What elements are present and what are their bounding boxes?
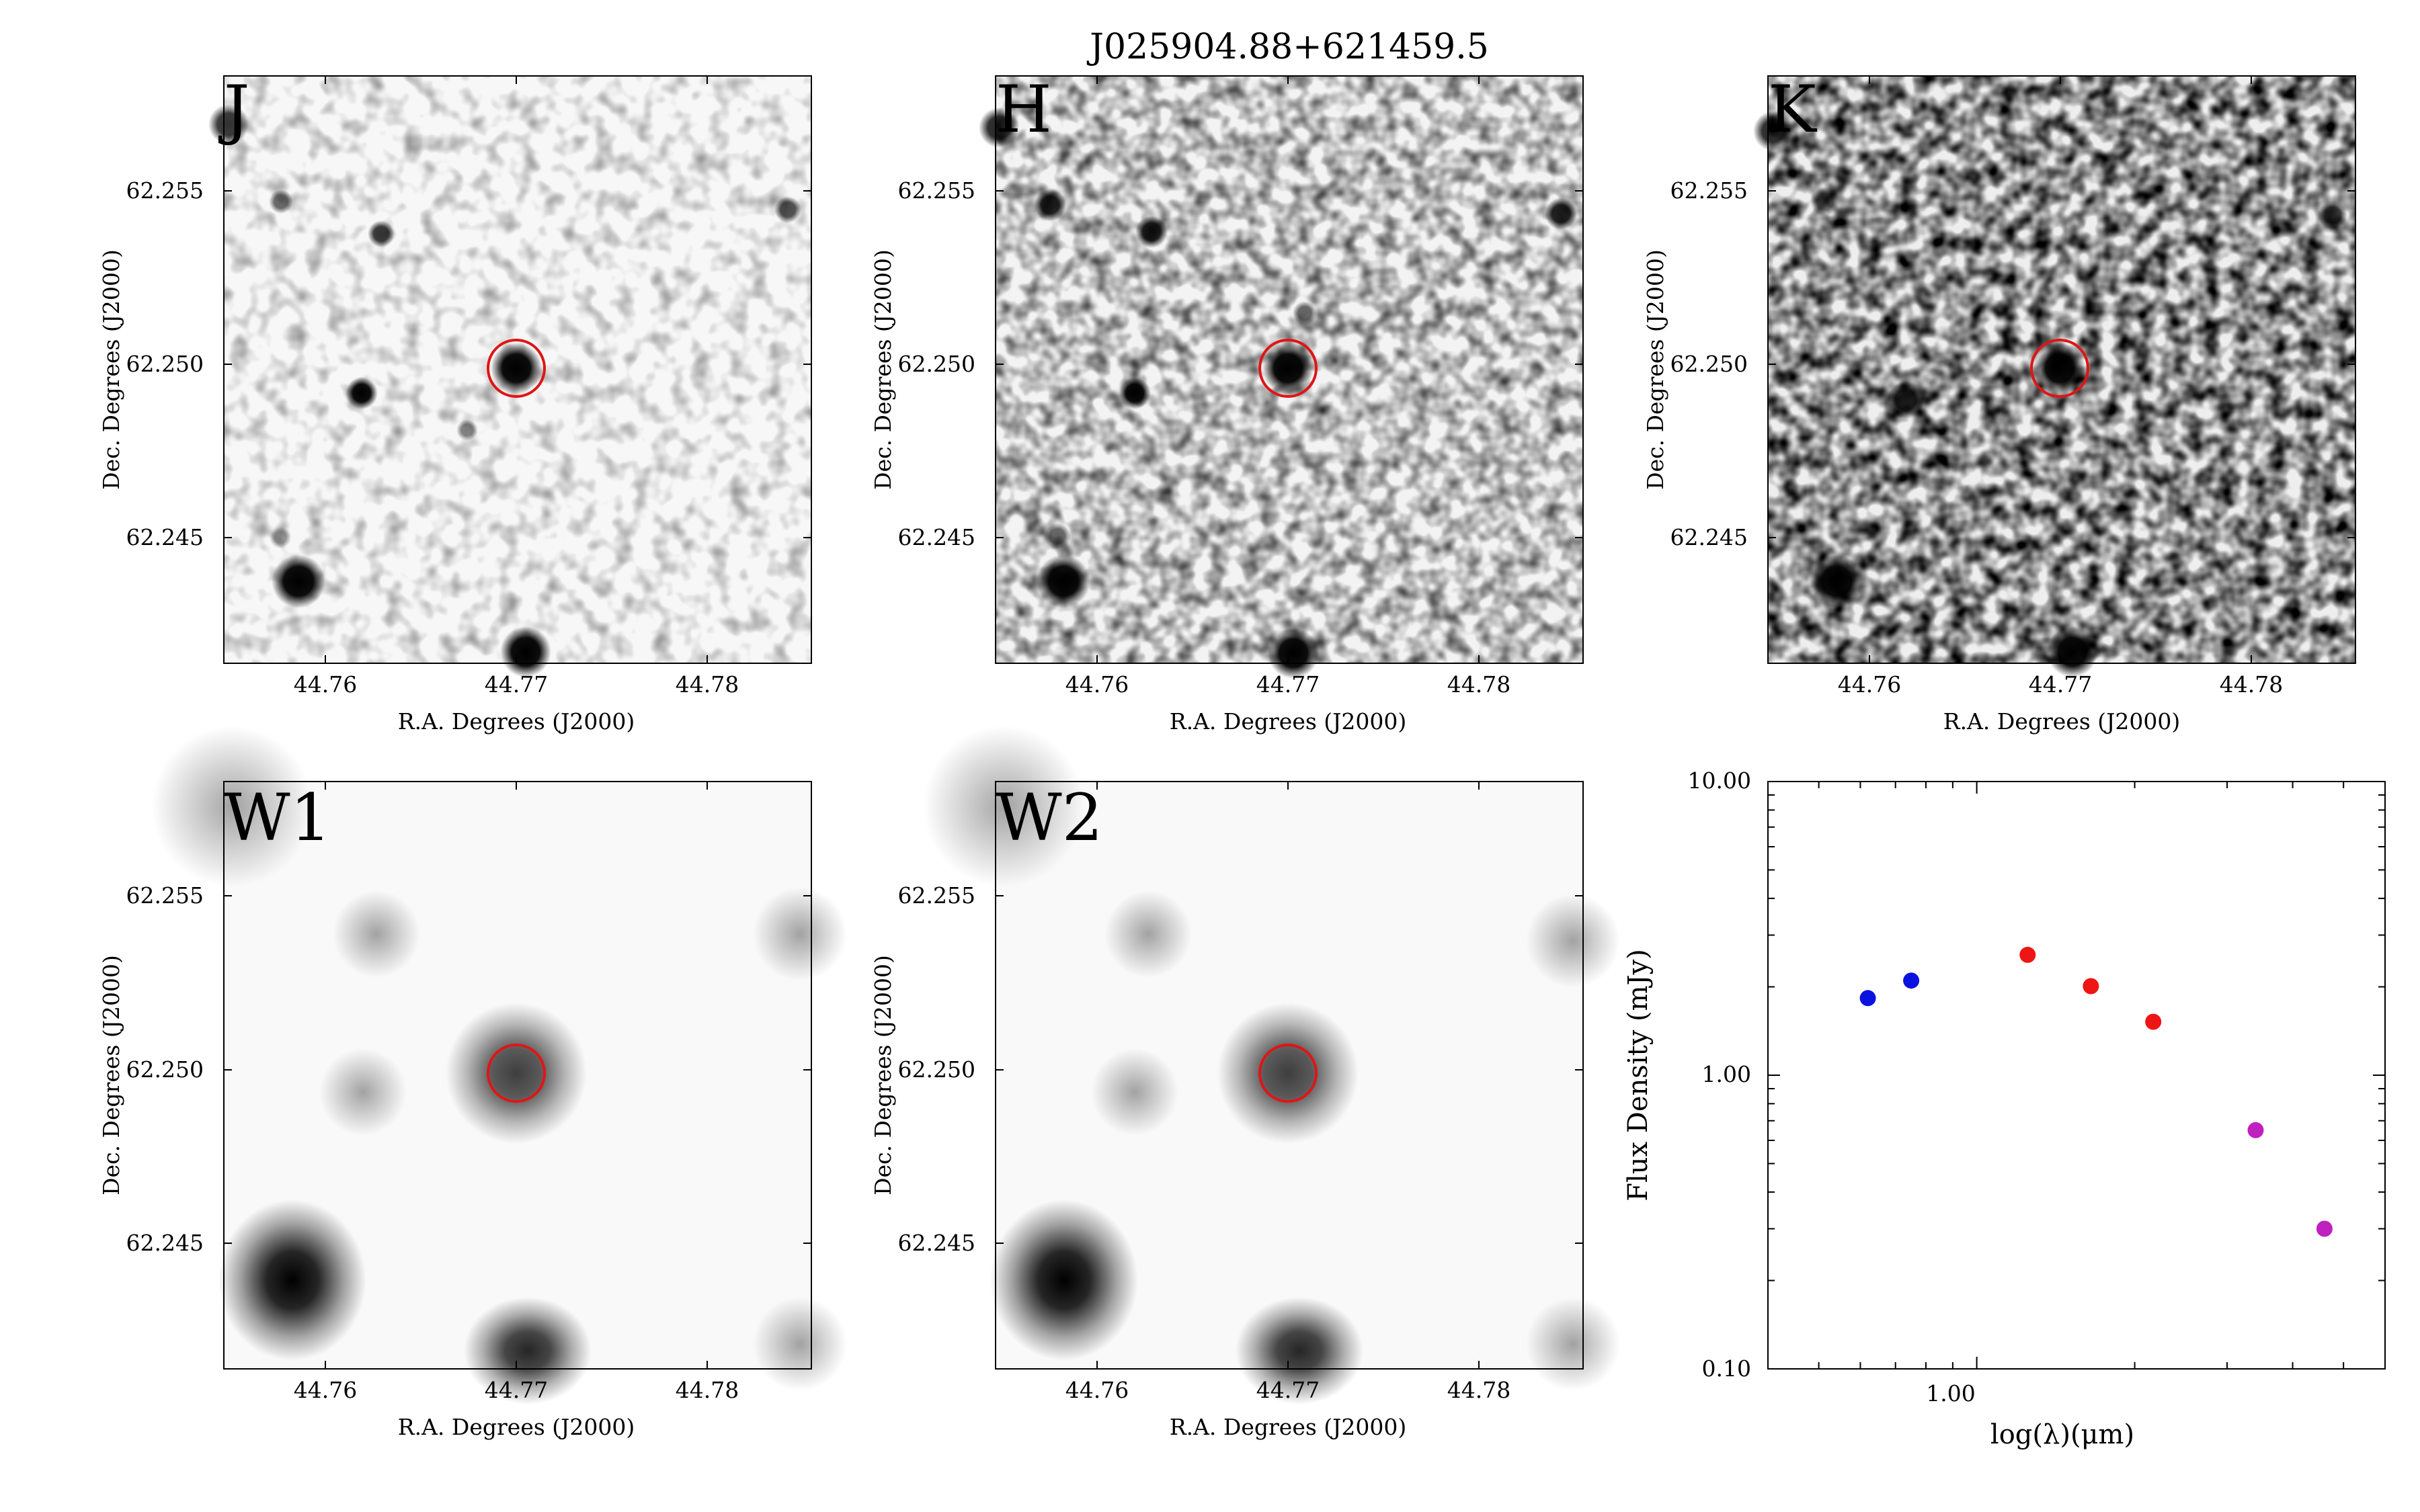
x-axis-label: R.A. Degrees (J2000) (1170, 708, 1406, 734)
target-circle (1258, 339, 1318, 398)
band-label: W2 (996, 780, 1103, 855)
x-tick-label: 44.78 (1447, 1377, 1510, 1403)
x-tick-label: 44.76 (1065, 1377, 1129, 1403)
data-point (2145, 1013, 2162, 1030)
target-circle (1258, 1044, 1318, 1103)
y-tick-label: 62.250 (1670, 351, 1748, 377)
panel-w1: 44.76 44.77 44.78 62.255 62.250 62.245 R… (98, 726, 847, 1440)
y-tick-label: 62.250 (898, 351, 975, 377)
y-axis-label: Dec. Degrees (J2000) (870, 249, 896, 490)
x-tick-label: 44.78 (2220, 671, 2283, 698)
image-sources (923, 726, 1620, 1404)
x-axis-label: log(λ)(μm) (1990, 1419, 2134, 1450)
y-tick-label: 10.00 (1688, 767, 1751, 794)
x-tick-label: 44.77 (1256, 671, 1320, 698)
y-axis-label: Dec. Degrees (J2000) (1642, 249, 1668, 490)
tick-marks (1768, 781, 2385, 1370)
x-tick-label: 44.77 (485, 671, 548, 698)
image-sources (1753, 111, 2347, 677)
data-point (2019, 946, 2036, 963)
x-axis-label: R.A. Degrees (J2000) (1170, 1414, 1406, 1440)
y-axis-label: Dec. Degrees (J2000) (98, 249, 124, 490)
x-tick-label: 44.76 (1065, 671, 1129, 698)
x-axis-label: R.A. Degrees (J2000) (1943, 708, 2180, 734)
y-axis-label: Flux Density (mJy) (1623, 949, 1654, 1202)
y-axis-label: Dec. Degrees (J2000) (98, 955, 124, 1195)
y-tick-label: 62.255 (126, 177, 204, 204)
y-tick-label: 62.245 (898, 524, 975, 550)
x-tick-label: 44.78 (1447, 671, 1510, 698)
panel-frame (995, 75, 1584, 664)
tick-marks (224, 782, 811, 1369)
y-tick-label: 62.245 (126, 524, 204, 550)
panel-frame (223, 781, 812, 1370)
tick-marks (996, 782, 1583, 1369)
tick-marks (996, 76, 1583, 663)
y-tick-label: 62.255 (126, 882, 204, 909)
sed-plot: 10.00 1.00 0.10 1.00 log(λ)(μm) Flux Den… (1623, 767, 2386, 1450)
panel-frame (223, 75, 812, 664)
x-tick-label: 44.77 (2029, 671, 2092, 698)
x-axis-label: R.A. Degrees (J2000) (398, 708, 635, 734)
data-point (1903, 972, 1920, 989)
y-tick-label: 1.00 (1702, 1061, 1751, 1087)
plot-area (1767, 781, 2386, 1370)
y-axis-label: Dec. Degrees (J2000) (870, 955, 896, 1195)
x-tick-label: 44.76 (294, 671, 357, 698)
data-point (2247, 1122, 2264, 1138)
x-tick-label: 44.78 (676, 671, 739, 698)
target-circle (487, 339, 546, 398)
x-tick-label: 44.77 (1256, 1377, 1320, 1403)
image-sources (979, 108, 1577, 679)
panel-frame (1767, 75, 2356, 664)
target-circle (2030, 339, 2089, 398)
panel-h: 44.76 44.77 44.78 62.255 62.250 62.245 R… (870, 72, 1584, 734)
band-label: K (1768, 72, 1818, 147)
image-sources (151, 726, 847, 1404)
x-tick-label: 44.78 (676, 1377, 739, 1403)
band-label: W1 (224, 780, 331, 855)
y-tick-label: 62.245 (1670, 524, 1748, 550)
panel-j: 44.76 44.77 44.78 62.255 62.250 62.245 R… (98, 72, 812, 734)
panel-frame (995, 781, 1584, 1370)
y-tick-label: 62.255 (898, 177, 975, 204)
y-tick-label: 62.250 (126, 351, 204, 377)
x-tick-label: 1.00 (1926, 1380, 1975, 1406)
data-point (1859, 990, 1876, 1007)
figure-title: J025904.88+621459.5 (1086, 27, 1489, 67)
y-tick-label: 62.245 (898, 1230, 975, 1256)
x-tick-label: 44.77 (485, 1377, 548, 1403)
x-tick-label: 44.76 (294, 1377, 357, 1403)
panel-w2: 44.76 44.77 44.78 62.255 62.250 62.245 R… (870, 726, 1620, 1440)
data-point (2316, 1220, 2333, 1237)
panel-k: 44.76 44.77 44.78 62.255 62.250 62.245 R… (1642, 72, 2356, 734)
x-tick-label: 44.76 (1838, 671, 1901, 698)
x-axis-label: R.A. Degrees (J2000) (398, 1414, 635, 1440)
y-tick-label: 62.245 (126, 1230, 204, 1256)
y-tick-label: 62.255 (1670, 177, 1748, 204)
image-sources (208, 104, 801, 677)
y-tick-label: 0.10 (1702, 1355, 1751, 1382)
data-points (1859, 946, 2333, 1237)
tick-marks (1768, 76, 2355, 663)
target-circle (487, 1044, 546, 1103)
y-tick-label: 62.250 (126, 1056, 204, 1083)
y-tick-label: 62.255 (898, 882, 975, 909)
band-label: H (996, 72, 1052, 147)
tick-marks (224, 76, 811, 663)
data-point (2083, 978, 2099, 995)
y-tick-label: 62.250 (898, 1056, 975, 1083)
